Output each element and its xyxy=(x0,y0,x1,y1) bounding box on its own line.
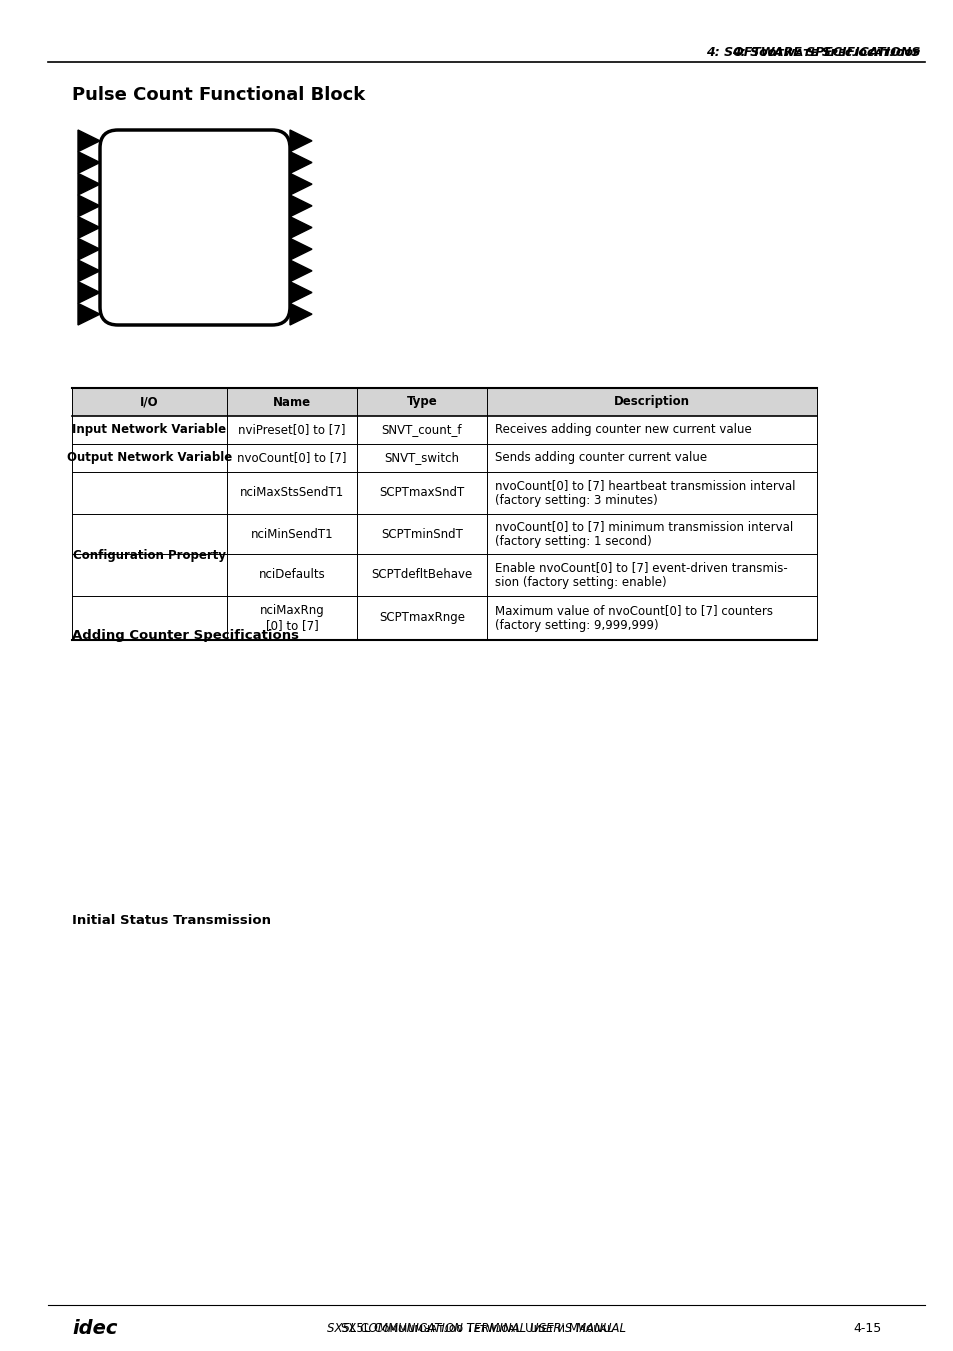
Polygon shape xyxy=(78,281,100,304)
FancyBboxPatch shape xyxy=(100,130,290,326)
Polygon shape xyxy=(78,238,100,259)
Text: Description: Description xyxy=(614,396,689,408)
Text: nciMaxRng
[0] to [7]: nciMaxRng [0] to [7] xyxy=(259,604,324,632)
Polygon shape xyxy=(78,259,100,281)
Text: SCPTminSndT: SCPTminSndT xyxy=(380,527,462,540)
Polygon shape xyxy=(78,216,100,238)
Text: SCPTmaxRnge: SCPTmaxRnge xyxy=(378,612,464,624)
Text: nvoCount[0] to [7]: nvoCount[0] to [7] xyxy=(237,451,346,465)
Text: nvoCount[0] to [7] heartbeat transmission interval
(factory setting: 3 minutes): nvoCount[0] to [7] heartbeat transmissio… xyxy=(495,480,795,507)
Polygon shape xyxy=(290,238,312,259)
Text: Type: Type xyxy=(406,396,436,408)
Polygon shape xyxy=(290,195,312,216)
Text: nciDefaults: nciDefaults xyxy=(258,569,325,581)
Text: Output Network Variable: Output Network Variable xyxy=(67,451,232,465)
Text: nviPreset[0] to [7]: nviPreset[0] to [7] xyxy=(238,423,345,436)
Polygon shape xyxy=(78,173,100,195)
Polygon shape xyxy=(290,304,312,326)
Text: Input Network Variable: Input Network Variable xyxy=(72,423,226,436)
Polygon shape xyxy=(290,259,312,281)
Text: nciMaxStsSendT1: nciMaxStsSendT1 xyxy=(239,486,344,500)
Text: nciMinSendT1: nciMinSendT1 xyxy=(251,527,333,540)
Text: Initial Status Transmission: Initial Status Transmission xyxy=(71,913,271,927)
Polygon shape xyxy=(290,130,312,151)
Text: Receives adding counter new current value: Receives adding counter new current valu… xyxy=(495,423,751,436)
Text: Maximum value of nvoCount[0] to [7] counters
(factory setting: 9,999,999): Maximum value of nvoCount[0] to [7] coun… xyxy=(495,604,772,632)
Text: Adding Counter Specifications: Adding Counter Specifications xyxy=(71,628,298,642)
Text: Sends adding counter current value: Sends adding counter current value xyxy=(495,451,706,465)
Text: SNVT_switch: SNVT_switch xyxy=(384,451,459,465)
Polygon shape xyxy=(290,281,312,304)
Polygon shape xyxy=(290,173,312,195)
Text: SX5L COMMUNICATION TERMINAL USER'S MANUAL: SX5L COMMUNICATION TERMINAL USER'S MANUA… xyxy=(327,1321,626,1335)
Text: 4: SOFTWARE SPECIFICATIONS: 4: SOFTWARE SPECIFICATIONS xyxy=(705,46,919,58)
Polygon shape xyxy=(290,151,312,173)
Polygon shape xyxy=(290,216,312,238)
Text: 4: Sᴏᴏᴛᴡᴀᴛᴇ Sᴘᴇᴄᴊᴏᴄᴀᴛᴊᴏᴏᴘ: 4: Sᴏᴏᴛᴡᴀᴛᴇ Sᴘᴇᴄᴊᴏᴄᴀᴛᴊᴏᴏᴘ xyxy=(731,46,919,58)
Text: Configuration Property: Configuration Property xyxy=(73,550,226,562)
Text: Name: Name xyxy=(273,396,311,408)
Polygon shape xyxy=(78,151,100,173)
Text: I/O: I/O xyxy=(140,396,158,408)
Polygon shape xyxy=(78,130,100,151)
Text: nvoCount[0] to [7] minimum transmission interval
(factory setting: 1 second): nvoCount[0] to [7] minimum transmission … xyxy=(495,520,792,549)
Text: 4-15: 4-15 xyxy=(853,1321,882,1335)
Text: Enable nvoCount[0] to [7] event-driven transmis-
sion (factory setting: enable): Enable nvoCount[0] to [7] event-driven t… xyxy=(495,561,787,589)
Polygon shape xyxy=(78,195,100,216)
Text: SNVT_count_f: SNVT_count_f xyxy=(381,423,462,436)
Text: SCPTmaxSndT: SCPTmaxSndT xyxy=(379,486,464,500)
Text: idec: idec xyxy=(71,1319,117,1337)
Text: Pulse Count Functional Block: Pulse Count Functional Block xyxy=(71,86,365,104)
Polygon shape xyxy=(78,304,100,326)
Text: SCPTdefltBehave: SCPTdefltBehave xyxy=(371,569,472,581)
Text: SX5L Cᴏᴍᴍᴜᴍᴚᴀᴛᴊᴏᴏ Tᴇᴛᴡᴊᴏᴀʟ Uᴎᴇᴛ'ᴎ Mᴀᴏᴜᴀʟ: SX5L Cᴏᴍᴍᴜᴍᴚᴀᴛᴊᴏᴏ Tᴇᴛᴡᴊᴏᴀʟ Uᴎᴇᴛ'ᴎ Mᴀᴏᴜᴀʟ xyxy=(340,1321,613,1335)
Bar xyxy=(71,388,816,416)
